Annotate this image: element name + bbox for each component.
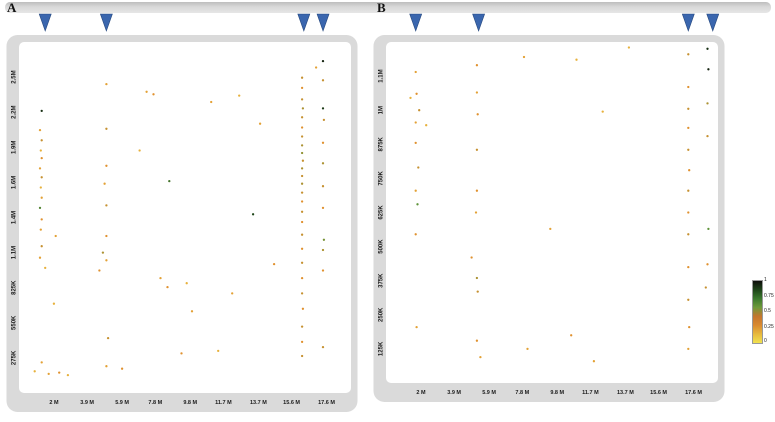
svg-text:3.9 M: 3.9 M: [80, 400, 94, 406]
panel-b-label: B: [377, 0, 386, 15]
svg-text:1.9M: 1.9M: [12, 141, 18, 154]
colorbar-gradient: [752, 280, 763, 344]
svg-text:3.9 M: 3.9 M: [447, 390, 461, 396]
svg-text:17.6 M: 17.6 M: [685, 390, 702, 396]
svg-text:7.8 M: 7.8 M: [148, 400, 162, 406]
svg-text:11.7 M: 11.7 M: [582, 390, 599, 396]
svg-text:9.8 M: 9.8 M: [550, 390, 564, 396]
colorbar-ticks: 1 0.75 0.5 0.25 0: [764, 277, 775, 344]
panel-a-label: A: [7, 0, 17, 15]
arrow-markers: [38, 13, 330, 32]
colorbar-tick: 0.25: [764, 323, 774, 330]
scatter-points: [33, 59, 326, 377]
svg-text:250K: 250K: [379, 307, 385, 322]
svg-text:1.1M: 1.1M: [379, 69, 385, 82]
chromosome-bar: [5, 2, 771, 13]
svg-text:9.8 M: 9.8 M: [183, 400, 197, 406]
svg-text:275K: 275K: [12, 350, 18, 365]
svg-text:1.1M: 1.1M: [12, 246, 18, 259]
colorbar-tick: 0.5: [764, 308, 771, 314]
svg-text:500K: 500K: [379, 239, 385, 254]
panel-b-scatter-plot: 2 M 3.9 M 5.9 M 7.8 M 9.8 M 11.7 M 13.7 M 15.6 …: [373, 13, 725, 402]
svg-text:1M: 1M: [379, 106, 385, 114]
scatter-points: [409, 46, 710, 363]
arrow-markers: [409, 13, 720, 32]
svg-text:125K: 125K: [379, 341, 385, 356]
svg-text:825K: 825K: [12, 280, 18, 295]
colorbar-tick: 0.75: [764, 292, 774, 299]
colorbar-tick: 0: [764, 338, 767, 344]
svg-text:1.6M: 1.6M: [12, 176, 18, 189]
svg-text:625K: 625K: [379, 205, 385, 220]
y-axis-labels: 275K 550K 825K 1.1M 1.4M 1.6M 1.9M 2.2M 2.5M: [12, 70, 18, 365]
x-axis-labels: 2 M 3.9 M 5.9 M 7.8 M 9.8 M 11.7 M 13.7 M 15.6 …: [416, 390, 702, 396]
svg-text:15.6 M: 15.6 M: [283, 400, 300, 406]
svg-text:750K: 750K: [379, 171, 385, 186]
svg-text:17.6 M: 17.6 M: [318, 400, 335, 406]
svg-text:7.8 M: 7.8 M: [515, 390, 529, 396]
svg-text:11.7 M: 11.7 M: [215, 400, 232, 406]
svg-text:2 M: 2 M: [416, 390, 426, 396]
svg-text:5.9 M: 5.9 M: [115, 400, 129, 406]
svg-text:2 M: 2 M: [49, 400, 59, 406]
svg-text:1.4M: 1.4M: [12, 211, 18, 224]
svg-text:375K: 375K: [379, 273, 385, 288]
svg-text:15.6 M: 15.6 M: [650, 390, 667, 396]
y-axis-labels: 125K 250K 375K 500K 625K 750K 875K 1M 1.1M: [379, 69, 385, 356]
colorbar-tick: 1: [764, 277, 767, 283]
svg-text:13.7 M: 13.7 M: [250, 400, 267, 406]
svg-text:2.5M: 2.5M: [12, 70, 18, 83]
x-axis-labels: 2 M 3.9 M 5.9 M 7.8 M 9.8 M 11.7 M 13.7 M 15.6 …: [49, 400, 335, 406]
svg-text:550K: 550K: [12, 315, 18, 330]
svg-text:13.7 M: 13.7 M: [617, 390, 634, 396]
colorbar-legend: 1 0.75 0.5 0.25 0: [752, 277, 775, 344]
svg-text:5.9 M: 5.9 M: [482, 390, 496, 396]
svg-text:2.2M: 2.2M: [12, 106, 18, 119]
panel-a-scatter-plot: 2 M 3.9 M 5.9 M 7.8 M 9.8 M 11.7 M 13.7 M 15.6 …: [6, 13, 358, 412]
svg-text:875K: 875K: [379, 136, 385, 151]
